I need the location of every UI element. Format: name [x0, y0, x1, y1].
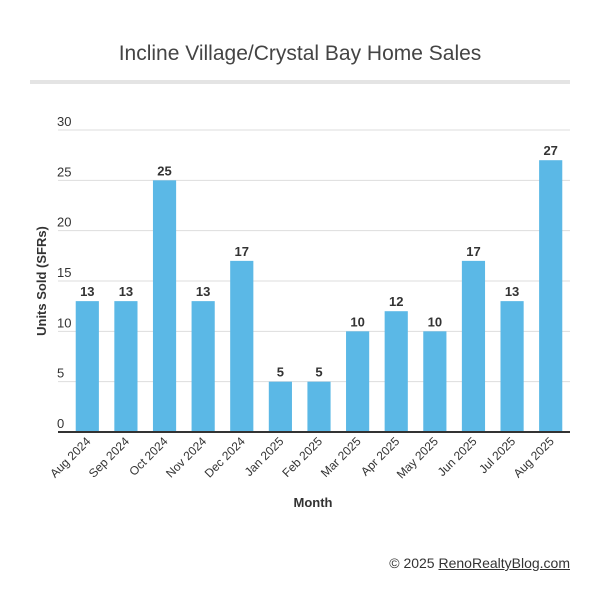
data-label: 5 [277, 365, 284, 380]
data-label: 25 [157, 163, 171, 178]
x-tick-label: Aug 2025 [511, 434, 557, 480]
y-tick-label: 20 [57, 215, 71, 230]
bar [461, 260, 486, 432]
bar [114, 301, 138, 432]
y-tick-label: 0 [57, 416, 64, 431]
y-tick-label: 30 [57, 114, 71, 129]
data-label: 13 [196, 284, 210, 299]
copyright-footer: © 2025 RenoRealtyBlog.com [389, 555, 570, 571]
x-tick-label: Nov 2024 [163, 434, 209, 480]
bar [384, 311, 408, 432]
x-tick-label: Feb 2025 [279, 434, 325, 480]
x-tick-label: Jan 2025 [242, 434, 287, 479]
y-tick-label: 5 [57, 366, 64, 381]
bar [539, 160, 563, 432]
data-label: 13 [119, 284, 133, 299]
x-tick-label: Mar 2025 [318, 434, 364, 480]
data-label: 10 [428, 314, 442, 329]
data-label: 5 [315, 365, 322, 380]
x-tick-label: Sep 2024 [86, 434, 132, 480]
y-axis-title: Units Sold (SFRs) [34, 226, 49, 336]
x-tick-label: Jun 2025 [435, 434, 480, 479]
bar [191, 301, 215, 432]
x-axis-title: Month [294, 495, 333, 510]
bar [307, 381, 331, 432]
title-divider [30, 80, 570, 84]
y-tick-label: 15 [57, 265, 71, 280]
bar [230, 260, 254, 432]
bar [346, 331, 370, 432]
data-label: 13 [80, 284, 94, 299]
bar [500, 301, 524, 432]
site-link[interactable]: RenoRealtyBlog.com [438, 555, 570, 571]
copyright-text: © 2025 [389, 555, 439, 571]
data-label: 12 [389, 294, 403, 309]
chart-title: Incline Village/Crystal Bay Home Sales [118, 42, 482, 65]
data-label: 17 [235, 244, 249, 259]
data-label: 27 [543, 143, 557, 158]
bar [152, 180, 177, 432]
data-label: 17 [466, 244, 480, 259]
bar [268, 381, 292, 432]
x-tick-label: Aug 2024 [47, 434, 93, 480]
bar [75, 301, 99, 432]
x-tick-label: May 2025 [394, 434, 441, 481]
bar [423, 331, 447, 432]
data-label: 10 [350, 314, 364, 329]
y-tick-label: 10 [57, 315, 71, 330]
y-tick-label: 25 [57, 164, 71, 179]
data-label: 13 [505, 284, 519, 299]
x-tick-label: Dec 2024 [202, 434, 248, 480]
